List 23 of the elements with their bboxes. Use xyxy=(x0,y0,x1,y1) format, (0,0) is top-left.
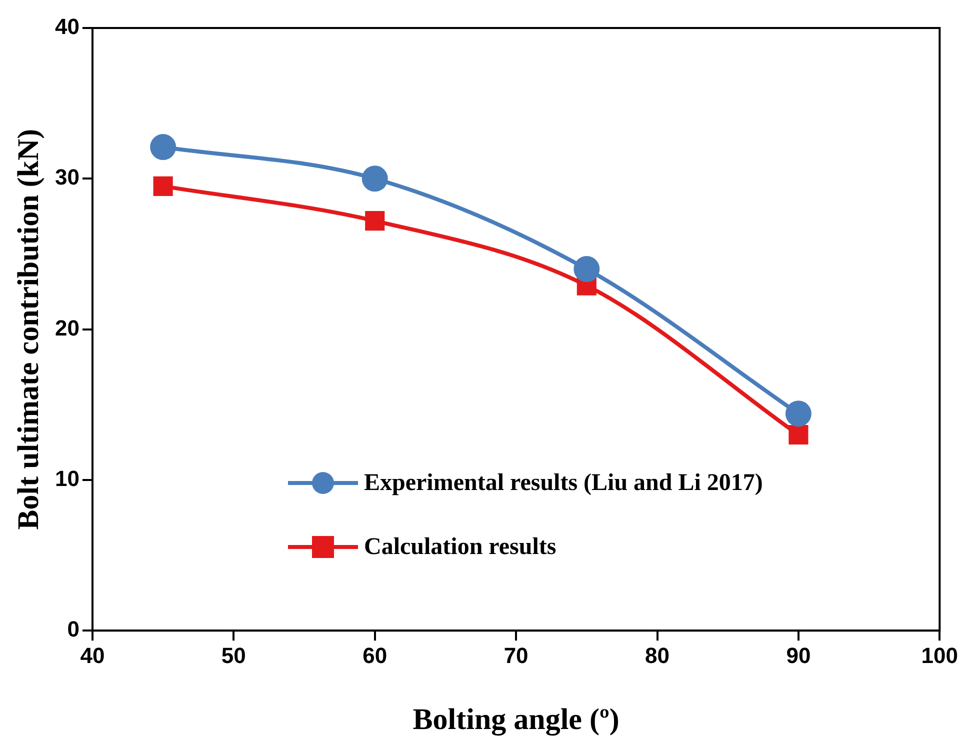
x-tick-label: 90 xyxy=(786,642,811,668)
point xyxy=(785,400,812,427)
legend-label: Calculation results xyxy=(364,534,556,560)
x-tick-label: 40 xyxy=(80,642,105,668)
point xyxy=(365,211,385,231)
x-tick-label: 80 xyxy=(645,642,670,668)
x-tick-label: 60 xyxy=(362,642,388,668)
x-tick-label: 100 xyxy=(921,642,958,668)
legend-label: Experimental results (Liu and Li 2017) xyxy=(364,470,763,496)
point xyxy=(153,176,173,196)
point xyxy=(362,166,388,192)
point xyxy=(574,256,600,282)
y-tick-label: 30 xyxy=(54,164,80,190)
x-tick-label: 70 xyxy=(504,642,528,668)
x-axis-title: Bolting angle (º) xyxy=(412,702,620,736)
point xyxy=(788,424,808,445)
x-tick-label: 50 xyxy=(221,642,246,668)
y-tick-label: 20 xyxy=(54,315,80,340)
y-tick-label: 40 xyxy=(54,14,80,40)
point xyxy=(150,134,176,160)
y-axis-title: Bolt ultimate contribution (kN) xyxy=(12,128,45,530)
y-tick-label: 10 xyxy=(54,466,80,492)
y-tick-label: 0 xyxy=(67,616,80,642)
